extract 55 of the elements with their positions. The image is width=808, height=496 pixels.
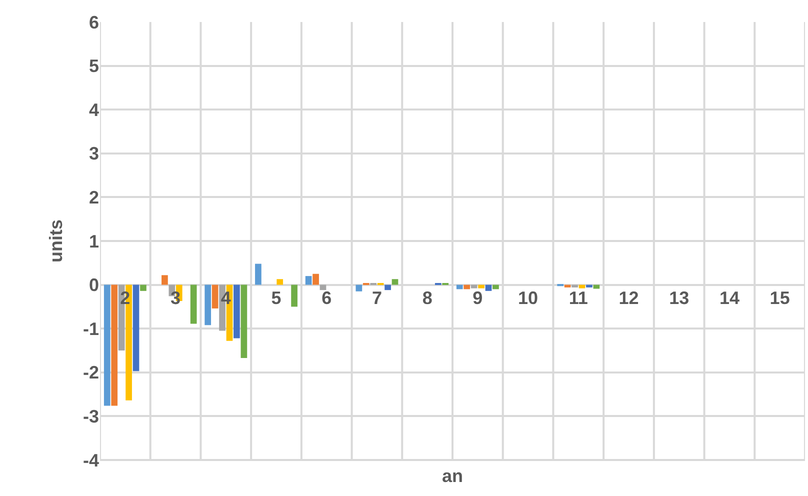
bar: [392, 279, 398, 285]
bar: [492, 284, 499, 290]
bar: [276, 279, 284, 285]
bar: [190, 284, 197, 324]
bar: [255, 264, 262, 285]
bar: [162, 275, 168, 285]
x-tick-label: 2: [120, 288, 130, 308]
bar: [572, 284, 578, 288]
bar: [212, 284, 218, 308]
x-tick-label: 13: [669, 288, 690, 308]
y-tick-label: 2: [88, 188, 99, 208]
y-tick-label: 0: [88, 275, 99, 296]
bar: [320, 284, 326, 290]
y-tick-label: -4: [82, 450, 99, 470]
bar: [470, 284, 478, 288]
x-tick-label: 10: [518, 288, 538, 308]
bar: [305, 276, 312, 285]
y-tick-label: 5: [88, 56, 99, 76]
x-axis-title: an: [442, 466, 464, 486]
x-tick-label: 8: [422, 288, 432, 308]
bar: [456, 284, 463, 290]
x-tick-label: 14: [719, 288, 740, 308]
x-tick-label: 7: [372, 288, 382, 308]
bar: [586, 284, 592, 288]
bar: [485, 284, 492, 291]
y-tick-label: 1: [88, 231, 99, 252]
y-tick-label: -3: [82, 406, 99, 426]
bar: [104, 284, 110, 406]
bar: [111, 284, 118, 406]
x-tick-label: 9: [472, 288, 483, 308]
bar: [564, 284, 571, 288]
bar: [478, 284, 484, 288]
bar: [464, 284, 470, 290]
x-tick-label: 15: [770, 288, 790, 308]
y-tick-label: 3: [88, 144, 99, 164]
bar: [140, 284, 146, 291]
x-tick-label: 5: [271, 288, 282, 308]
bar: [204, 284, 212, 326]
x-tick-label: 11: [568, 288, 588, 308]
bar: [291, 284, 298, 307]
x-tick-label: 12: [618, 288, 639, 308]
bar: [234, 284, 240, 338]
x-tick-label: 6: [322, 288, 332, 308]
y-tick-label: 6: [88, 12, 99, 32]
bar: [312, 274, 319, 285]
x-tick-label: 3: [170, 288, 181, 308]
bar: [132, 284, 140, 372]
bar: [240, 284, 248, 358]
y-tick-label: 4: [88, 100, 99, 120]
bar: [384, 284, 391, 290]
y-tick-label: -1: [82, 318, 99, 339]
bar: [356, 284, 362, 292]
y-axis-title: units: [46, 220, 66, 262]
y-tick-label: -2: [82, 362, 99, 383]
bar: [578, 284, 586, 288]
